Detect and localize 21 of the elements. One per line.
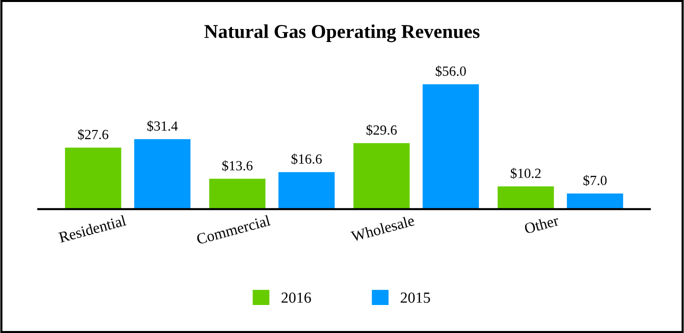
bar [422,84,479,210]
bar [278,172,335,210]
data-label: $10.2 [510,168,541,179]
data-label: $31.4 [147,120,178,132]
x-tick-label: Wholesale [350,214,415,242]
bar [353,143,410,210]
bar [134,139,190,210]
bar [209,178,266,210]
chart-title: Natural Gas Operating Revenues [204,24,480,42]
data-label: $7.0 [583,174,607,186]
data-label: $16.6 [292,154,322,165]
data-label: $56.0 [436,66,466,77]
bar [64,148,122,210]
legend-label: 2015 [400,292,430,303]
x-tick-label: Other [524,214,560,234]
bar [498,186,554,210]
bar [566,194,624,210]
data-label: $27.6 [78,129,108,140]
data-label: $29.6 [366,124,397,136]
data-label: $13.6 [222,160,253,172]
legend-label: 2016 [282,292,311,303]
